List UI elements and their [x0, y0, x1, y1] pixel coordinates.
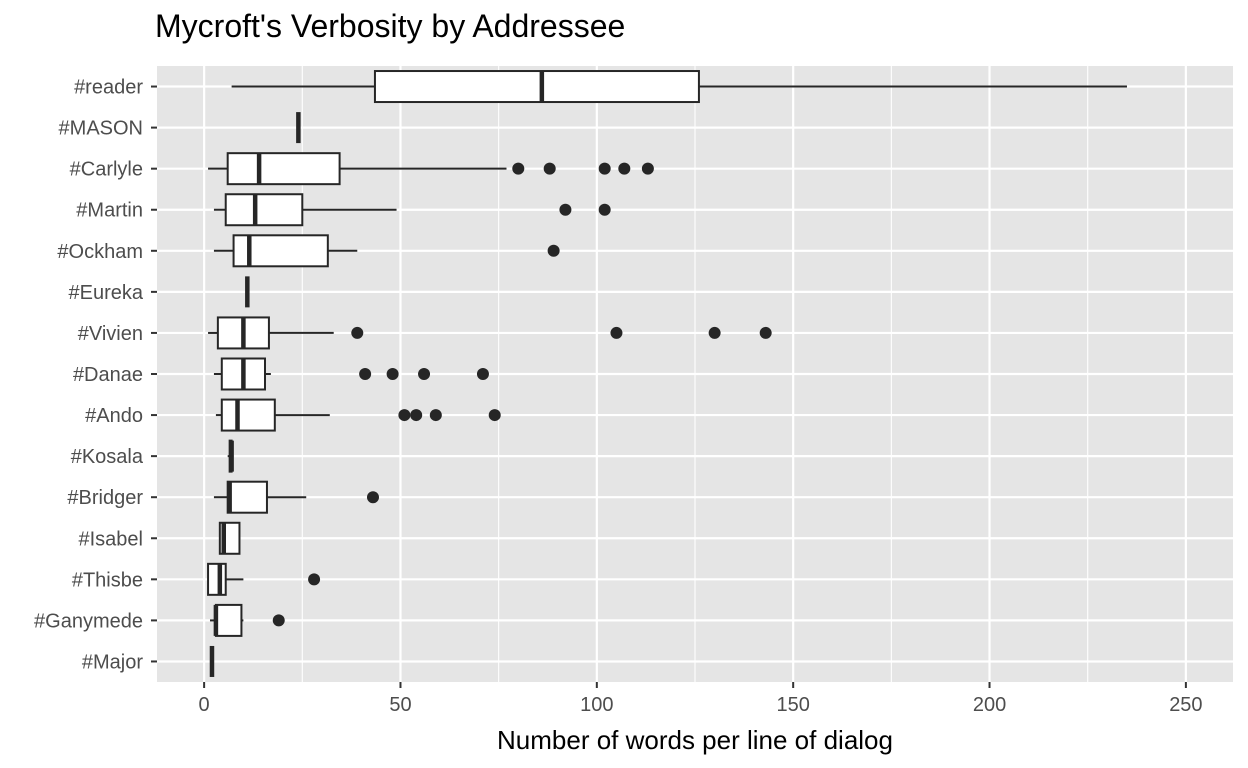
box: [226, 152, 341, 186]
x-tick-label: 0: [199, 694, 210, 716]
box: [373, 70, 700, 104]
y-tick-label: #Major: [82, 651, 143, 673]
outlier-point: [598, 203, 611, 216]
box-group-bridger: [213, 480, 379, 514]
y-tick-label: #Thisbe: [72, 569, 143, 591]
box-group-reader: [231, 70, 1127, 104]
box-group-ockham: [213, 234, 560, 268]
y-tick-label: #Bridger: [67, 487, 143, 509]
y-tick-label: #Ockham: [57, 241, 143, 263]
outlier-point: [610, 326, 623, 339]
y-tick-label: #MASON: [59, 118, 143, 140]
y-tick-label: #Isabel: [79, 528, 144, 550]
boxplot-marks: [207, 70, 1127, 677]
outlier-point: [543, 162, 556, 175]
box: [220, 398, 276, 432]
x-tick-label: 50: [389, 694, 411, 716]
outlier-point: [398, 409, 411, 422]
x-axis-title: Number of words per line of dialog: [497, 725, 893, 755]
x-tick-label: 250: [1169, 694, 1202, 716]
outlier-point: [359, 368, 372, 380]
outlier-point: [708, 326, 721, 339]
outlier-point: [366, 491, 379, 504]
outlier-point: [429, 409, 442, 422]
y-tick-label: #Kosala: [71, 446, 144, 468]
outlier-point: [759, 326, 772, 339]
outlier-point: [418, 368, 431, 380]
box-group-kosala: [227, 439, 234, 473]
outlier-point: [598, 162, 611, 175]
box-group-danae: [213, 357, 489, 391]
y-tick-label: #Vivien: [78, 323, 143, 345]
outlier-point: [351, 326, 364, 339]
box-group-martin: [213, 193, 611, 227]
outlier-point: [618, 162, 631, 175]
outlier-point: [512, 162, 525, 175]
x-tick-label: 200: [973, 694, 1006, 716]
outlier-point: [476, 368, 489, 380]
y-tick-label: #Ganymede: [34, 610, 143, 632]
x-tick-label: 150: [776, 694, 809, 716]
outlier-point: [272, 614, 285, 627]
box-group-carlyle: [208, 152, 654, 186]
outlier-point: [641, 162, 654, 175]
y-tick-label: #reader: [74, 77, 143, 99]
box-group-thisbe: [207, 562, 321, 596]
box-group-ganymede: [210, 603, 285, 637]
x-tick-label: 100: [580, 694, 613, 716]
box-group-ando: [215, 398, 501, 432]
box-group-vivien: [208, 316, 772, 350]
outlier-point: [559, 203, 572, 216]
y-tick-label: #Martin: [76, 200, 143, 222]
y-tick-label: #Carlyle: [70, 159, 143, 181]
box: [224, 193, 304, 227]
chart-title: Mycroft's Verbosity by Addressee: [155, 8, 626, 44]
outlier-point: [410, 409, 423, 422]
axes: #reader #MASON #Carlyle #Martin #Ockham #Eure…: [34, 77, 1203, 716]
box: [214, 603, 243, 637]
outlier-point: [547, 244, 560, 257]
y-tick-label: #Ando: [85, 405, 143, 427]
box: [207, 562, 227, 596]
outlier-point: [488, 409, 501, 422]
box-group-isabel: [218, 521, 241, 555]
y-tick-label: #Eureka: [69, 282, 144, 304]
box: [226, 480, 268, 514]
y-tick-label: #Danae: [73, 364, 143, 386]
outlier-point: [386, 368, 399, 380]
outlier-point: [308, 573, 321, 586]
